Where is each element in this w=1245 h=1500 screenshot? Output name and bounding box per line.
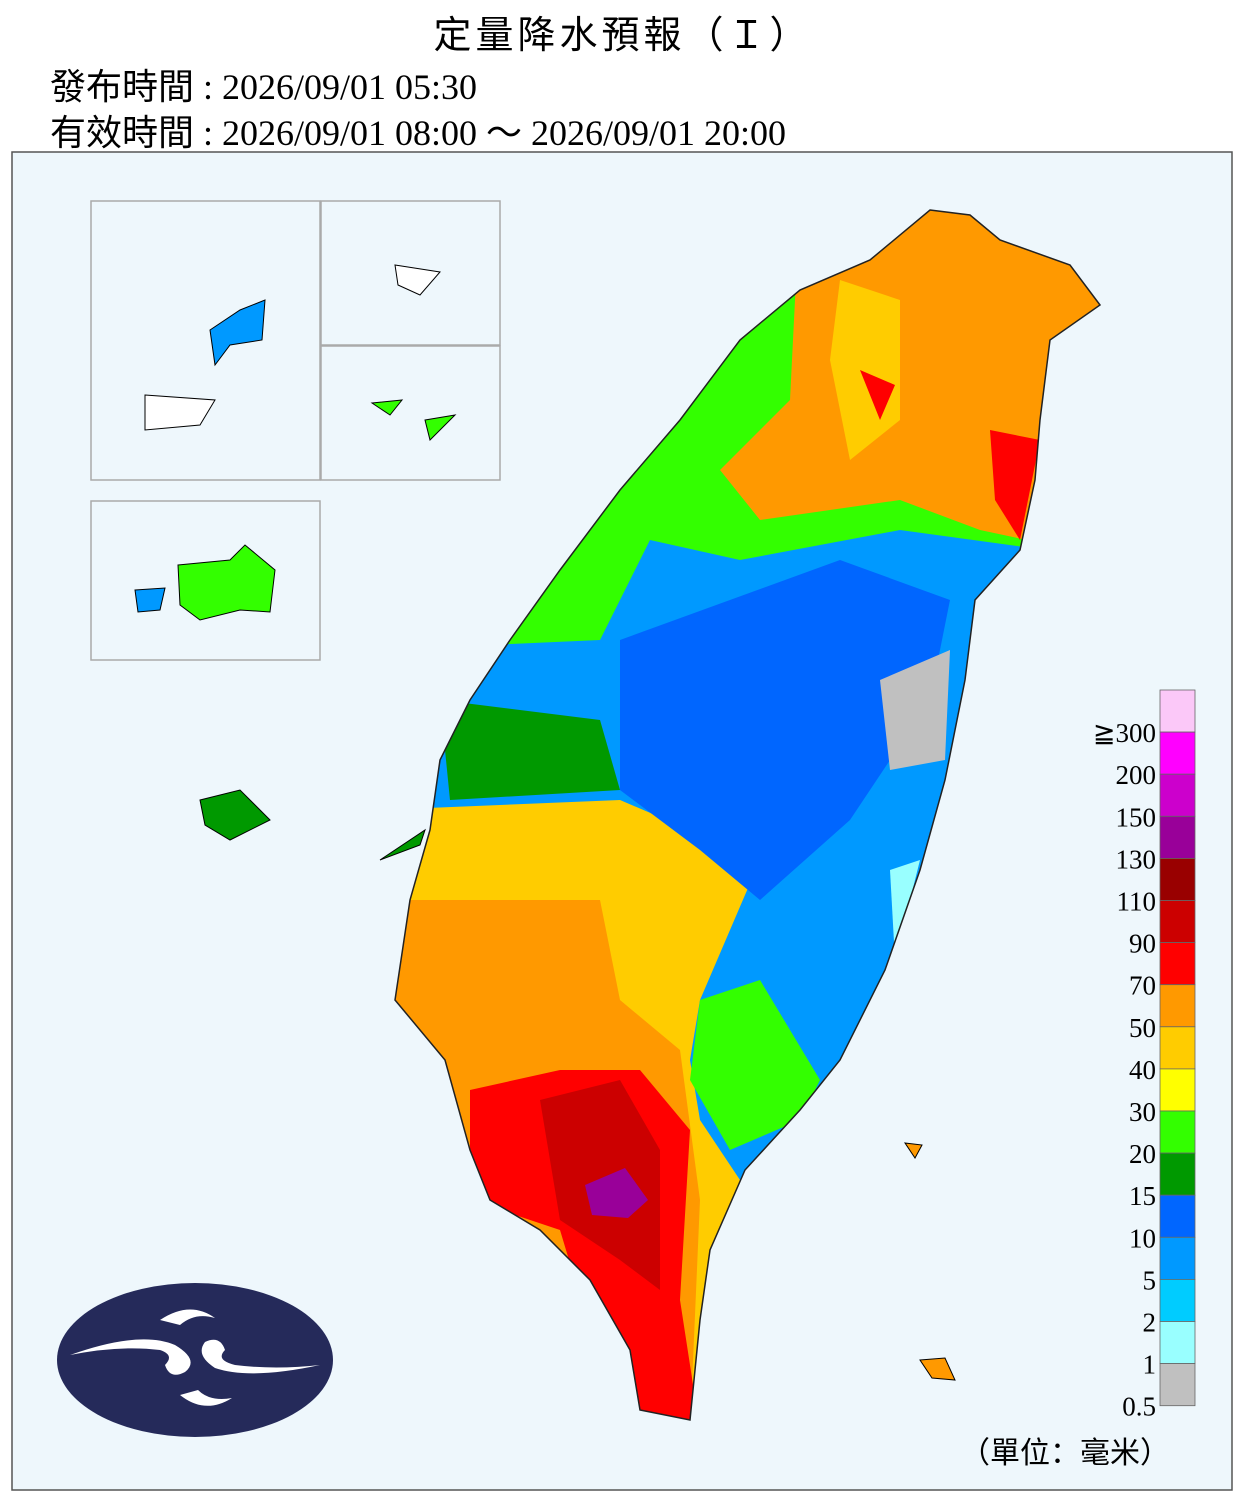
legend-swatch: [1159, 1110, 1196, 1154]
logo: [57, 1283, 333, 1437]
issue-time: 發布時間 : 2026/09/01 05:30: [50, 67, 478, 107]
legend-swatch: [1159, 1152, 1196, 1196]
legend-label: 15: [1129, 1181, 1156, 1211]
legend-swatch: [1159, 1363, 1196, 1407]
legend-swatch: [1159, 1321, 1196, 1364]
legend-label: 70: [1129, 971, 1156, 1001]
legend-swatch: [1159, 984, 1196, 1028]
legend-swatch: [1159, 858, 1196, 901]
legend-label: 130: [1116, 844, 1157, 874]
legend-swatch: [1159, 689, 1196, 733]
legend-label: 20: [1129, 1139, 1156, 1169]
valid-time: 有效時間 : 2026/09/01 08:00 ～ 2026/09/01 20:…: [50, 113, 787, 153]
legend-swatch: [1159, 773, 1196, 817]
legend-label: ≧300: [1093, 718, 1156, 748]
legend-label: 90: [1129, 929, 1156, 959]
legend-label: 10: [1129, 1223, 1156, 1253]
legend-label: 200: [1116, 760, 1157, 790]
legend-label: 40: [1129, 1055, 1156, 1085]
taiwan-outline: [394, 209, 1102, 1421]
legend-swatch: [1159, 1068, 1196, 1112]
legend-swatch: [1159, 1279, 1196, 1322]
legend-swatch: [1159, 900, 1196, 943]
legend-swatch: [1159, 1194, 1196, 1238]
legend-label: 150: [1116, 802, 1157, 832]
inset-frames: [90, 200, 501, 661]
legend-label: 2: [1143, 1308, 1157, 1338]
legend-label: 5: [1143, 1265, 1157, 1295]
title: 定量降水預報（Ｉ）: [433, 15, 812, 57]
legend: ≧300 200 150 130 110 90 70 50 40 30 20 15 10 5 2 1 0.5 （單…: [960, 689, 1196, 1470]
legend-label: 0.5: [1122, 1392, 1156, 1422]
legend-swatch: [1159, 731, 1196, 775]
legend-label: 50: [1129, 1013, 1156, 1043]
unit-label: （單位：毫米）: [960, 1437, 1170, 1470]
legend-swatch: [1159, 1236, 1196, 1280]
legend-swatch: [1159, 942, 1196, 986]
legend-swatch: [1159, 1026, 1196, 1070]
legend-label: 30: [1129, 1097, 1156, 1127]
legend-label: 110: [1117, 887, 1157, 917]
islands: [134, 264, 956, 1381]
legend-label: 1: [1143, 1350, 1157, 1380]
legend-swatch: [1159, 815, 1196, 859]
